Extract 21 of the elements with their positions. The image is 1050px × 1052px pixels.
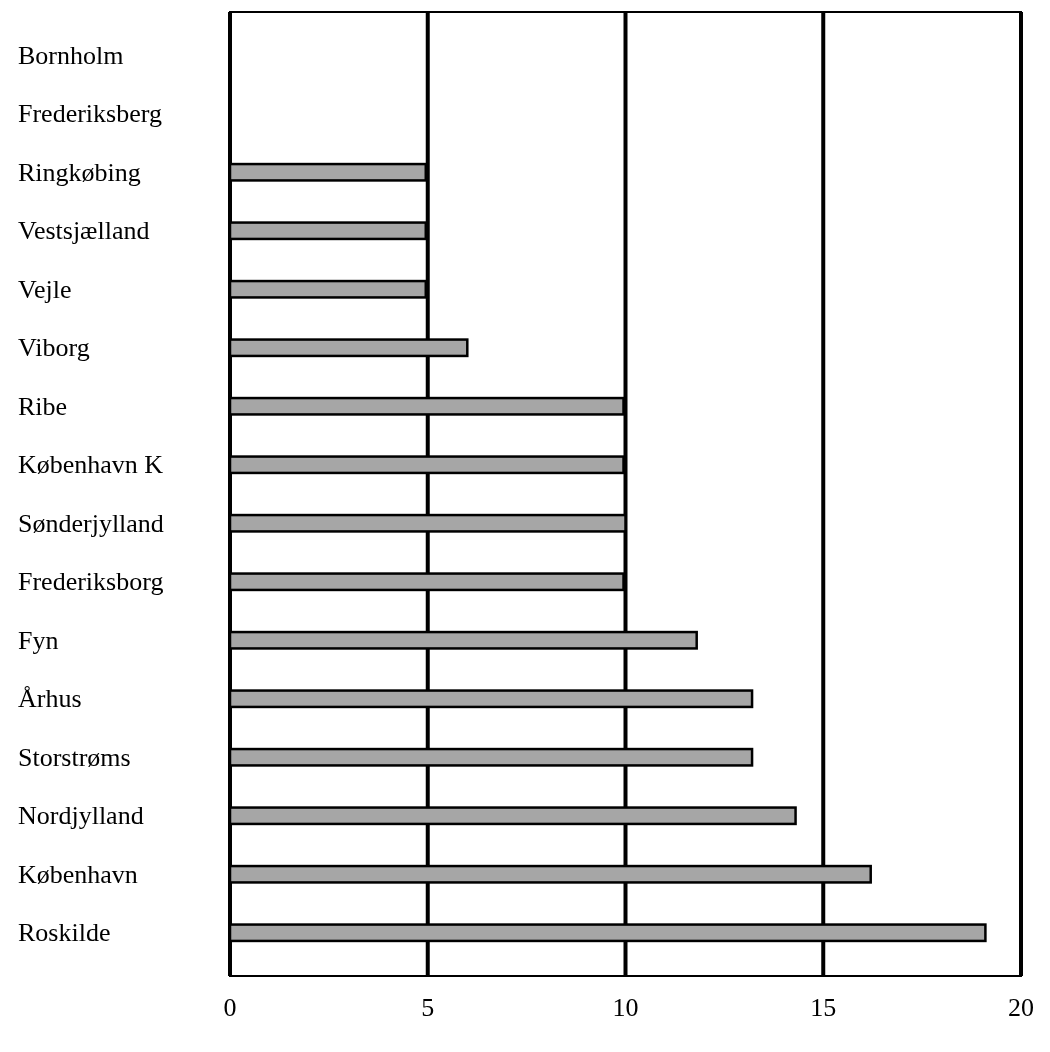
x-tick-label: 20	[1008, 993, 1034, 1022]
x-tick-label: 5	[421, 993, 435, 1022]
y-tick-label: Ringkøbing	[18, 157, 141, 187]
y-tick-label: Frederiksborg	[18, 567, 164, 597]
y-tick-label: Nordjylland	[18, 801, 144, 831]
y-tick-label: Ribe	[18, 391, 68, 421]
y-tick-label: Frederiksberg	[18, 99, 162, 129]
y-tick-label: Viborg	[18, 333, 90, 363]
x-tick-label: 0	[223, 993, 237, 1022]
y-tick-label: Århus	[18, 684, 82, 714]
x-tick-label: 10	[612, 993, 639, 1022]
y-tick-label: Vejle	[18, 274, 72, 304]
y-tick-label: København	[18, 859, 138, 889]
y-tick-label: Sønderjylland	[18, 508, 164, 538]
y-tick-label: Bornholm	[18, 40, 124, 70]
y-tick-label: Storstrøms	[18, 742, 131, 772]
y-tick-label: Vestsjælland	[18, 216, 150, 246]
y-tick-label: København K	[18, 450, 164, 480]
y-tick-label: Fyn	[18, 625, 59, 655]
y-tick-label: Roskilde	[18, 918, 111, 948]
x-tick-label: 15	[810, 993, 837, 1022]
